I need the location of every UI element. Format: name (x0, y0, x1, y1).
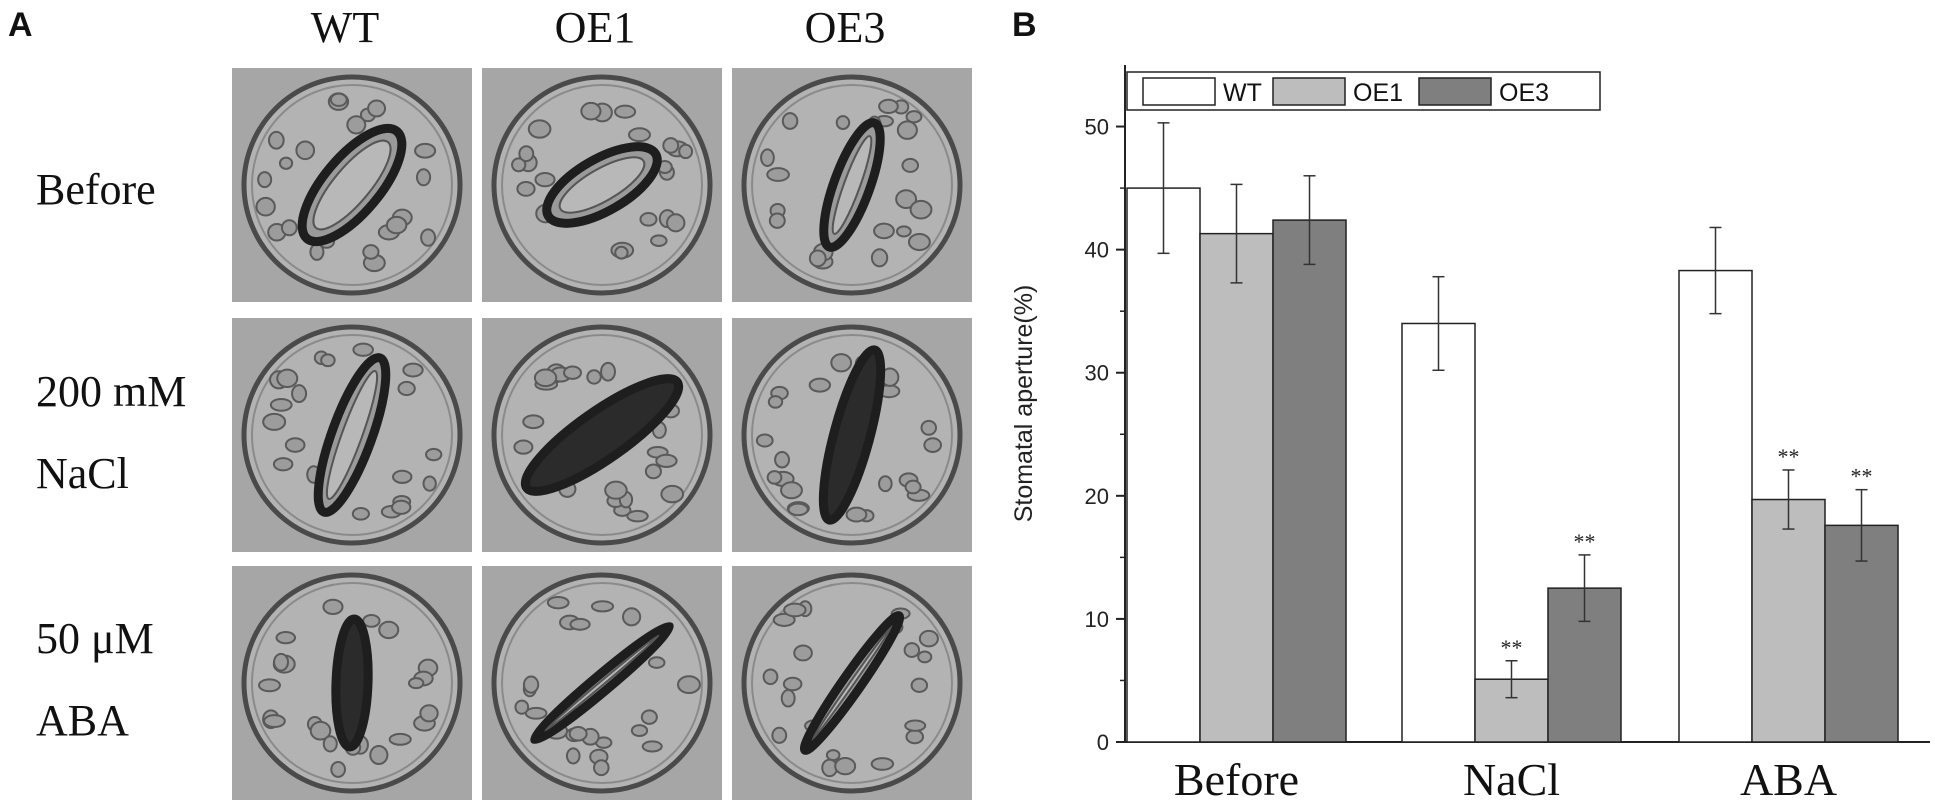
significance-marker: ** (1501, 635, 1523, 660)
column-header-oe1: OE1 (554, 3, 636, 52)
stomata-image (232, 68, 472, 302)
micrograph-wt-aba (232, 566, 472, 800)
column-header-oe3: OE3 (804, 3, 886, 52)
bar-oe1-aba (1751, 498, 1826, 743)
x-category-label: ABA (1740, 754, 1837, 804)
bar-wt-aba (1678, 269, 1753, 743)
y-tick-label: 50 (1085, 115, 1109, 140)
y-tick-label: 30 (1085, 361, 1109, 386)
panel-b-letter: B (1012, 6, 1037, 44)
row-label-line: Before (36, 165, 156, 214)
bar-wt-before (1126, 187, 1201, 743)
stomata-image (482, 68, 722, 302)
micrograph-oe3-aba (732, 566, 972, 800)
legend-label-oe1: OE1 (1353, 79, 1403, 107)
y-axis-label: Stomatal aperture(%) (1010, 285, 1038, 523)
micrograph-oe3-before (732, 68, 972, 302)
micrograph-oe3-nacl (732, 318, 972, 552)
legend-swatch-oe1 (1272, 77, 1346, 106)
stomata-image (732, 566, 972, 800)
significance-marker: ** (1574, 529, 1596, 554)
y-tick-label: 0 (1097, 730, 1109, 755)
row-label-before: Before (36, 168, 156, 212)
significance-marker: ** (1851, 464, 1873, 489)
row-label-line: 200 mM (36, 367, 187, 416)
legend-swatch-oe3 (1418, 77, 1492, 106)
bar-oe3-before (1272, 219, 1347, 743)
micrograph-wt-nacl (232, 318, 472, 552)
bar-chart: 0 10 20 30 40 50 Stomatal aperture(%) Before ** *… (1010, 65, 1930, 804)
row-label-line: 50 μM (36, 614, 154, 663)
micrograph-wt-before (232, 68, 472, 302)
x-category-label: Before (1174, 754, 1299, 804)
micrograph-oe1-aba (482, 566, 722, 800)
legend-label-oe3: OE3 (1499, 79, 1549, 107)
y-tick-label: 40 (1085, 238, 1109, 263)
row-label-aba: 50 μM ABA (36, 617, 154, 743)
stomata-image (482, 318, 722, 552)
legend-label-wt: WT (1223, 79, 1262, 107)
panel-a-letter: A (8, 6, 33, 44)
micrograph-oe1-before (482, 68, 722, 302)
significance-marker: ** (1778, 444, 1800, 469)
stomata-image (232, 566, 472, 800)
micrograph-oe1-nacl (482, 318, 722, 552)
legend-swatch-wt (1142, 77, 1216, 106)
column-header-wt: WT (310, 3, 380, 52)
row-label-line: ABA (36, 696, 129, 745)
y-tick-label: 10 (1085, 607, 1109, 632)
y-tick-label: 20 (1085, 484, 1109, 509)
stomata-image (732, 318, 972, 552)
row-label-nacl: 200 mM NaCl (36, 370, 186, 496)
row-label-line: NaCl (36, 449, 129, 498)
stomata-image (732, 68, 972, 302)
bar-oe1-before (1199, 232, 1274, 743)
stomata-image (232, 318, 472, 552)
bar-wt-nacl (1401, 322, 1476, 743)
x-category-label: NaCl (1463, 754, 1560, 804)
stomata-image (482, 566, 722, 800)
